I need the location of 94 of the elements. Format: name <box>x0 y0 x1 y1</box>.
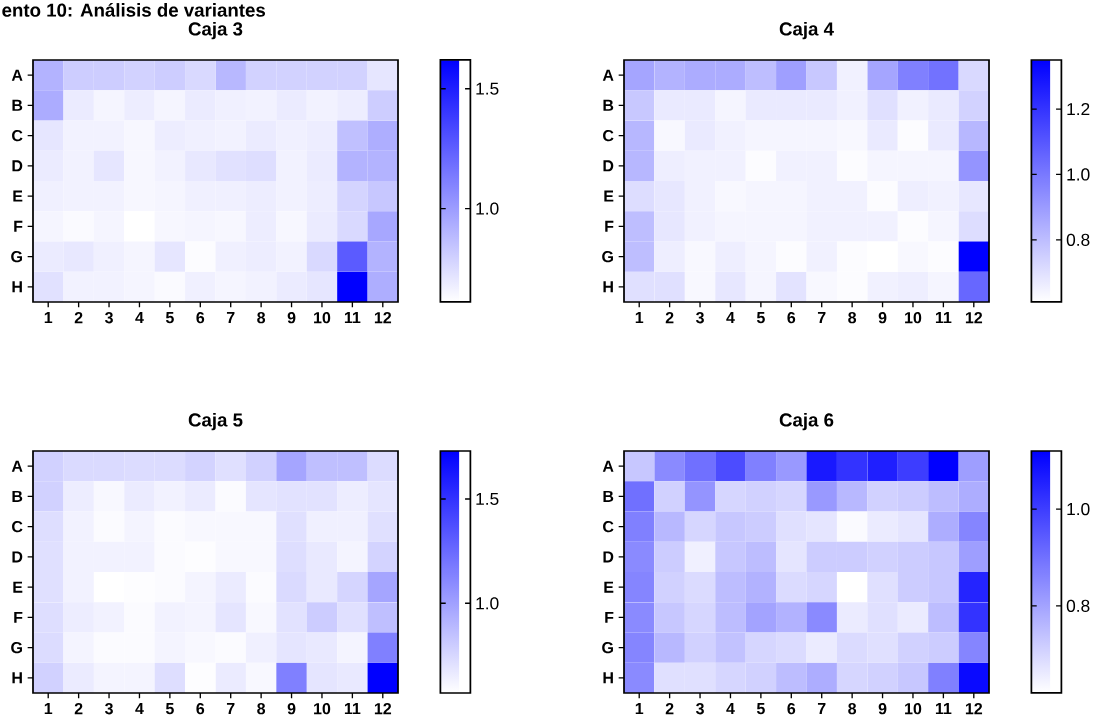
x-tick-label: 5 <box>756 312 765 324</box>
text: ento 10: Análisis de variantes <box>2 2 266 17</box>
x-tick-label: 9 <box>287 312 296 324</box>
x-tick-label: 5 <box>165 703 174 715</box>
x-tick-label: 1 <box>635 312 644 324</box>
y-tick-label: G <box>602 250 613 263</box>
y-tick-label: E <box>13 581 23 593</box>
x-tick-label: 8 <box>848 703 857 715</box>
x-tick-label: 2 <box>74 703 83 715</box>
color-bar-label: 1.5 <box>476 492 499 506</box>
color-bar-label: 1.0 <box>476 597 499 610</box>
x-tick-label: 3 <box>695 703 704 715</box>
y-tick-label: H <box>603 281 613 293</box>
color-bar-label: 1.5 <box>476 82 499 95</box>
color-bar-label: 1.0 <box>476 202 499 215</box>
chart-title: Caja 3 <box>188 21 243 40</box>
y-tick-label: H <box>12 672 22 684</box>
y-tick-label: B <box>603 490 614 502</box>
color-bar-label: 0.8 <box>1066 233 1090 246</box>
x-tick-label: 7 <box>226 312 235 324</box>
y-tick-label: E <box>604 190 614 202</box>
y-tick-label: C <box>12 129 23 142</box>
x-tick-label: 1 <box>44 703 53 715</box>
y-tick-label: B <box>12 490 23 502</box>
y-tick-label: E <box>604 581 614 593</box>
color-bar-label: 0.8 <box>1066 599 1090 612</box>
x-tick-label: 4 <box>726 312 735 324</box>
color-bar-label: 1.0 <box>1067 502 1090 516</box>
x-tick-label: 10 <box>314 703 331 715</box>
y-tick-label: C <box>603 520 614 533</box>
y-tick-label: D <box>603 551 614 563</box>
x-tick-label: 3 <box>695 312 704 324</box>
x-tick-label: 9 <box>878 703 887 715</box>
y-tick-label: F <box>605 220 614 232</box>
y-tick-label: A <box>11 460 23 472</box>
y-tick-label: A <box>11 69 23 81</box>
x-tick-label: 11 <box>344 703 361 715</box>
chart-title: Caja 4 <box>779 21 834 40</box>
x-tick-label: 9 <box>878 312 887 324</box>
y-tick-label: D <box>12 551 23 563</box>
y-tick-label: A <box>602 460 614 472</box>
x-tick-label: 4 <box>726 703 735 715</box>
x-tick-label: 7 <box>817 312 826 324</box>
x-tick-label: 7 <box>226 703 235 715</box>
x-tick-label: 6 <box>787 312 796 324</box>
y-tick-label: F <box>14 611 23 623</box>
x-tick-label: 1 <box>44 312 53 324</box>
x-tick-label: 2 <box>665 312 674 324</box>
chart-title: Caja 5 <box>188 412 243 431</box>
x-tick-label: 4 <box>135 312 144 324</box>
x-tick-label: 2 <box>74 312 83 324</box>
y-tick-label: C <box>12 520 23 533</box>
x-tick-label: 2 <box>665 703 674 715</box>
x-tick-label: 11 <box>935 703 952 715</box>
x-tick-label: 1 <box>635 703 644 715</box>
y-tick-label: A <box>602 69 614 81</box>
x-tick-label: 5 <box>756 703 765 715</box>
x-tick-label: 9 <box>287 703 296 715</box>
y-tick-label: H <box>12 281 22 293</box>
y-tick-label: G <box>11 250 22 263</box>
y-tick-label: B <box>603 99 614 111</box>
x-tick-label: 11 <box>935 312 952 324</box>
x-tick-label: 5 <box>165 312 174 324</box>
y-tick-label: E <box>13 190 23 202</box>
x-tick-label: 12 <box>374 703 392 715</box>
y-tick-label: D <box>603 160 614 172</box>
x-tick-label: 4 <box>135 703 144 715</box>
x-tick-label: 12 <box>374 312 392 324</box>
x-tick-label: 12 <box>965 703 983 715</box>
x-tick-label: 6 <box>787 703 796 715</box>
y-tick-label: F <box>605 611 614 623</box>
x-tick-label: 10 <box>314 312 331 324</box>
y-tick-label: B <box>12 99 23 111</box>
chart-title: Caja 6 <box>779 412 834 431</box>
y-tick-label: G <box>11 641 22 654</box>
color-bar-label: 1.2 <box>1067 102 1090 116</box>
x-tick-label: 12 <box>965 312 983 324</box>
y-tick-label: C <box>603 129 614 142</box>
x-tick-label: 6 <box>196 703 205 715</box>
y-tick-label: H <box>603 672 613 684</box>
y-tick-label: D <box>12 160 23 172</box>
x-tick-label: 6 <box>196 312 205 324</box>
x-tick-label: 8 <box>257 312 266 324</box>
color-bar-label: 1.0 <box>1067 168 1090 181</box>
y-tick-label: F <box>14 220 23 232</box>
x-tick-label: 10 <box>905 703 922 715</box>
x-tick-label: 8 <box>257 703 266 715</box>
x-tick-label: 7 <box>817 703 826 715</box>
x-tick-label: 10 <box>905 312 922 324</box>
x-tick-label: 8 <box>848 312 857 324</box>
x-tick-label: 3 <box>104 703 113 715</box>
x-tick-label: 11 <box>344 312 361 324</box>
y-tick-label: G <box>602 641 613 654</box>
x-tick-label: 3 <box>104 312 113 324</box>
